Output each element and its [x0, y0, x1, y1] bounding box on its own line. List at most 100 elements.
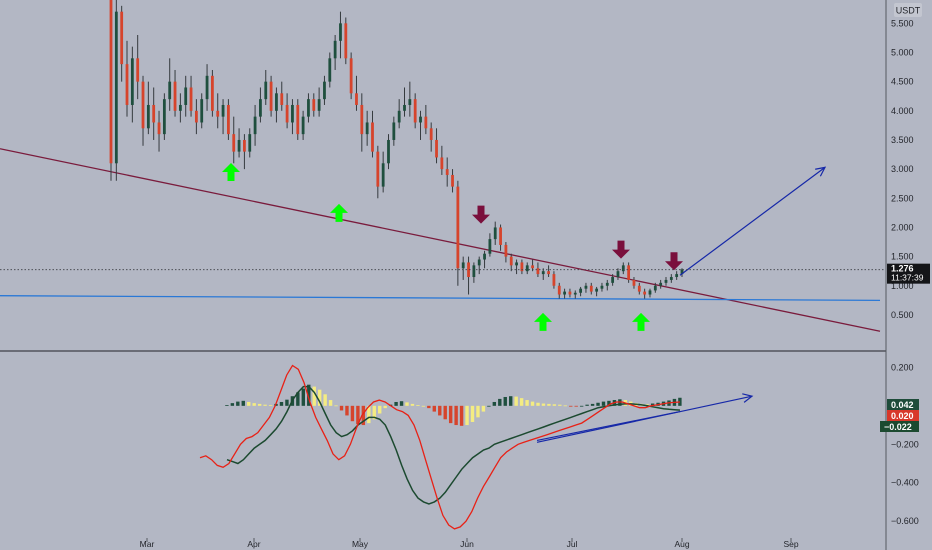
candle [168, 58, 172, 111]
candle [317, 87, 321, 117]
candle-body [579, 288, 583, 293]
candle [568, 288, 572, 298]
candle-body [424, 116, 428, 129]
price-pane[interactable] [0, 0, 886, 332]
candle [307, 93, 310, 123]
projection-arrow[interactable] [679, 166, 826, 276]
candle [589, 282, 593, 295]
histogram-bar [301, 388, 306, 406]
candle-body [296, 104, 300, 135]
candle-body [488, 239, 492, 254]
candle-body [413, 99, 417, 123]
candle-body [194, 110, 198, 123]
candle-body [499, 227, 502, 245]
candle [178, 93, 182, 123]
candle [653, 282, 657, 293]
histogram-bar [569, 405, 573, 407]
histogram-bar [356, 405, 360, 425]
candle [525, 262, 529, 275]
candle-body [648, 290, 652, 295]
candle [600, 282, 604, 292]
candle-body [141, 81, 145, 129]
candle [445, 157, 449, 187]
sell-arrow-icon [472, 205, 490, 224]
macd-line-value: 0.020 [891, 411, 914, 421]
candle [232, 116, 236, 164]
price-tick-label: 2.500 [891, 193, 914, 203]
candle-body [205, 75, 209, 100]
candle [605, 279, 609, 291]
histogram-bar [519, 398, 524, 406]
trendline-0[interactable] [0, 148, 881, 332]
candle-body [419, 116, 422, 123]
macd-support-line[interactable] [536, 411, 681, 441]
time-tick-label: Mar [140, 539, 155, 549]
candle [360, 93, 364, 152]
candle [595, 286, 599, 297]
histogram-bar [607, 400, 611, 406]
candle [205, 64, 209, 111]
histogram-bar [536, 402, 540, 406]
candle [408, 81, 412, 117]
time-axis[interactable]: Mar Apr May Jun Jul Aug Sep [140, 538, 799, 549]
price-tick-label: 1.500 [891, 252, 914, 262]
candle [269, 75, 273, 117]
candle [552, 271, 556, 289]
histogram-bar [596, 402, 600, 406]
macd-trend-arrow-head [742, 393, 754, 403]
candle [499, 224, 502, 251]
candle [520, 259, 524, 275]
histogram-bar [585, 404, 589, 406]
histogram-bar [514, 396, 518, 406]
candle-body [669, 277, 673, 280]
candle-body [157, 122, 161, 135]
candle [328, 52, 332, 88]
histogram-bar [328, 400, 333, 406]
candle [221, 99, 225, 135]
candle [381, 151, 385, 193]
candle-body [675, 274, 679, 278]
candle-body [328, 58, 332, 82]
candle [114, 0, 118, 181]
price-axis[interactable]: USDT 5.500 5.000 4.500 4.000 3.500 3.000 2.500… [891, 3, 922, 320]
histogram-bar [312, 386, 316, 406]
candle-body [333, 40, 337, 59]
candle [200, 93, 204, 129]
candle [680, 268, 684, 278]
candle [419, 110, 422, 140]
candle [573, 290, 577, 299]
candle-body [146, 104, 150, 129]
candle [664, 277, 668, 286]
macd-tick-label: −0.400 [891, 478, 919, 488]
candle-body [376, 151, 380, 187]
candle-body [637, 285, 641, 292]
macd-line [199, 364, 681, 530]
candle [675, 271, 679, 280]
macd-pane[interactable] [199, 364, 754, 530]
time-tick-label: May [352, 539, 369, 549]
candle [669, 274, 673, 283]
countdown-timer: 11:37:39 [891, 273, 924, 283]
macd-axis[interactable]: 0.042 0.020 −0.022 0.200 −0.200 −0.400 −0.6… [880, 362, 919, 526]
trendline-1[interactable] [0, 295, 881, 301]
candle [541, 268, 545, 280]
candle [563, 288, 566, 299]
candle [637, 282, 641, 295]
candle-body [168, 81, 172, 100]
currency-badge [894, 3, 922, 17]
candle-body [600, 285, 604, 289]
candle [387, 134, 390, 170]
histogram-bar [378, 405, 382, 414]
histogram-bar [416, 405, 420, 406]
macd-histogram-value: 0.042 [891, 400, 914, 410]
candle [397, 99, 401, 129]
histogram-bar [421, 405, 426, 407]
last-price-value: 1.276 [891, 264, 914, 274]
candle [509, 253, 513, 272]
candle-body [664, 279, 668, 283]
macd-value-box-1 [887, 399, 919, 410]
candle [333, 34, 337, 70]
histogram-bar [547, 403, 551, 406]
